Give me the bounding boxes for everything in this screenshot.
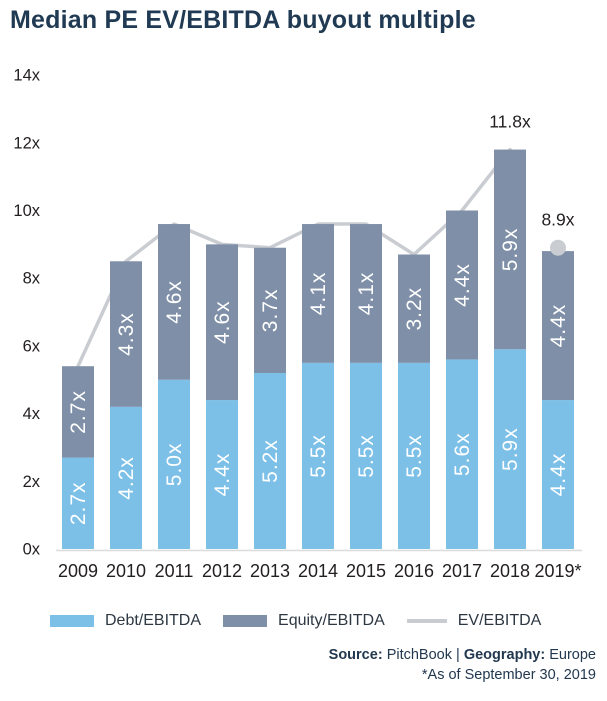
equity-bar-segment: [110, 261, 142, 407]
equity-bar-segment: [494, 149, 526, 350]
ev-ebitda-line: [76, 147, 512, 368]
equity-bar-segment: [446, 210, 478, 360]
equity-bar-segment: [158, 224, 190, 380]
footnote: *As of September 30, 2019: [421, 667, 596, 683]
debt-value-label: 5.6x: [451, 432, 474, 476]
equity-bar-segment: [398, 254, 430, 363]
source-note: Source: PitchBook | Geography: Europe *A…: [329, 645, 596, 685]
x-axis-label: 2011: [155, 561, 194, 581]
debt-value-label: 5.5x: [403, 434, 426, 478]
debt-bar-segment: [62, 457, 94, 549]
x-axis-label: 2017: [442, 561, 482, 581]
equity-value-label: 4.1x: [355, 272, 378, 316]
legend-item-equity: Equity/EBITDA: [223, 612, 385, 630]
equity-bar-segment: [254, 247, 286, 373]
equity-value-label: 4.3x: [115, 312, 138, 356]
equity-swatch-icon: [223, 615, 268, 627]
geography-value: Europe: [549, 647, 596, 663]
y-tick-label: 14x: [13, 67, 40, 85]
legend-item-ev: EV/EBITDA: [406, 612, 542, 630]
debt-value-label: 5.5x: [355, 434, 378, 478]
equity-bar-segment: [542, 251, 574, 401]
equity-value-label: 3.7x: [259, 289, 282, 333]
x-axis-label: 2012: [202, 561, 242, 581]
equity-bar-segment: [302, 224, 334, 363]
ev-dot-marker: [550, 239, 566, 256]
debt-swatch-icon: [50, 615, 94, 627]
debt-bar-segment: [158, 379, 190, 549]
equity-value-label: 4.4x: [451, 263, 474, 307]
equity-value-label: 4.6x: [211, 300, 234, 344]
debt-bar-segment: [350, 362, 382, 549]
legend-label-equity: Equity/EBITDA: [278, 612, 385, 629]
geography-label: Geography:: [463, 647, 546, 663]
debt-value-label: 5.5x: [307, 434, 330, 478]
equity-value-label: 3.2x: [403, 287, 426, 331]
debt-bar-segment: [206, 400, 238, 549]
x-axis-label: 2013: [250, 561, 290, 581]
debt-bar-segment: [542, 400, 574, 549]
y-tick-label: 6x: [23, 337, 41, 355]
equity-bar-segment: [206, 244, 238, 401]
annotation-label: 8.9x: [541, 210, 574, 230]
source-value: PitchBook: [386, 647, 452, 663]
equity-value-label: 4.1x: [307, 272, 330, 316]
equity-bar-segment: [350, 224, 382, 363]
debt-value-label: 5.9x: [499, 427, 522, 471]
debt-value-label: 5.0x: [163, 443, 186, 487]
y-tick-label: 10x: [13, 202, 40, 220]
debt-bar-segment: [254, 372, 286, 549]
equity-value-label: 4.4x: [547, 304, 570, 348]
y-tick-label: 2x: [23, 473, 41, 491]
debt-bar-segment: [398, 362, 430, 549]
annotation-label: 11.8x: [489, 112, 531, 132]
debt-bar-segment: [302, 362, 334, 549]
y-tick-label: 12x: [13, 134, 40, 152]
legend-label-debt: Debt/EBITDA: [105, 612, 202, 629]
equity-value-label: 4.6x: [163, 280, 186, 324]
equity-value-label: 2.7x: [67, 390, 90, 434]
debt-value-label: 4.4x: [547, 453, 570, 497]
legend-item-debt: Debt/EBITDA: [50, 612, 201, 630]
x-axis-label: 2009: [58, 561, 98, 581]
debt-bar-segment: [446, 359, 478, 549]
y-tick-label: 8x: [23, 270, 41, 288]
x-axis-label: 2019*: [534, 561, 581, 581]
x-axis-label: 2010: [106, 561, 146, 581]
legend: Debt/EBITDA Equity/EBITDA EV/EBITDA: [50, 610, 541, 632]
debt-bar-segment: [494, 349, 526, 549]
x-axis-label: 2016: [394, 561, 434, 581]
x-axis-label: 2014: [298, 561, 338, 581]
y-tick-label: 4x: [23, 405, 41, 423]
debt-value-label: 2.7x: [67, 481, 90, 525]
source-line: Source: PitchBook | Geography: Europe: [329, 645, 596, 665]
debt-value-label: 5.2x: [259, 439, 282, 483]
debt-value-label: 4.2x: [115, 456, 138, 500]
stacked-bar-chart: 0x 2x 4x 6x 8x 10x 12x 14x 2009 2010 2011 2012 2013 2…: [13, 67, 582, 581]
x-axis-label: 2018: [490, 561, 530, 581]
separator: |: [456, 647, 460, 663]
debt-bar-segment: [110, 406, 142, 549]
debt-value-label: 4.4x: [211, 453, 234, 497]
source-label: Source:: [328, 647, 383, 663]
equity-bar-segment: [62, 366, 94, 458]
y-tick-label: 0x: [23, 541, 41, 559]
x-axis-label: 2015: [346, 561, 386, 581]
equity-value-label: 5.9x: [499, 228, 522, 272]
line-swatch-icon: [406, 619, 447, 623]
legend-label-ev: EV/EBITDA: [457, 612, 542, 629]
chart-title: Median PE EV/EBITDA buyout multiple: [10, 6, 476, 34]
